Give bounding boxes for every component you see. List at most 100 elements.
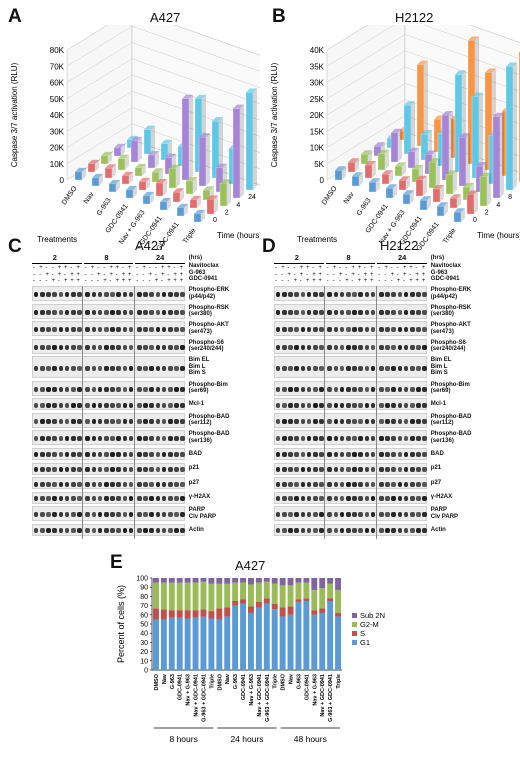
protein-band (410, 309, 415, 315)
stacked-bar-segment (255, 578, 262, 583)
bar-top (429, 158, 440, 162)
protein-band (319, 452, 324, 458)
stacked-bar-segment (240, 603, 246, 670)
protein-band (352, 292, 357, 297)
protein-band (385, 496, 390, 502)
protein-band (168, 452, 173, 458)
protein-band (313, 386, 318, 392)
bar-top (416, 175, 427, 180)
gridline (66, 91, 133, 132)
bar-top (143, 191, 154, 196)
protein-band (391, 467, 396, 472)
protein-band (174, 512, 179, 518)
stacked-bar-segment (263, 578, 270, 582)
protein-band (46, 452, 51, 458)
protein-band (116, 386, 121, 392)
protein-band (52, 452, 57, 458)
protein-band (137, 292, 142, 297)
protein-band (346, 386, 351, 392)
bar-top (404, 101, 415, 106)
protein-band (275, 292, 281, 297)
stacked-bar-segment (255, 582, 262, 602)
treatment-sign: + (115, 278, 120, 284)
protein-band (379, 452, 384, 458)
protein-band (397, 512, 403, 518)
blot-band-row (32, 286, 185, 301)
protein-band (71, 344, 76, 350)
protein-band (161, 418, 167, 424)
y-tick-label: 20K (50, 144, 65, 153)
protein-band (391, 496, 396, 502)
protein-band (174, 481, 179, 487)
protein-band (352, 418, 357, 424)
bar (121, 175, 130, 185)
protein-band (97, 436, 103, 442)
bar-side (159, 168, 163, 182)
protein-band (91, 512, 97, 518)
stacked-bar-segment (168, 582, 175, 611)
stacked-bar-segment (263, 581, 270, 599)
x-tick-label: Nav (225, 673, 231, 684)
bar (193, 213, 202, 223)
treatment-sign: - (51, 265, 54, 271)
y-tick-label: 40K (50, 111, 65, 120)
treatment-sign: - (154, 271, 157, 278)
protein-band (33, 481, 39, 487)
bar-side (411, 101, 415, 154)
protein-band (385, 512, 390, 518)
stacked-bar-segment (216, 608, 223, 620)
bar (181, 98, 190, 181)
gridline (66, 58, 133, 99)
x-tick-label: Triple (273, 674, 279, 689)
treatment-sign: - (103, 271, 106, 278)
protein-label: Actin (430, 526, 446, 533)
protein-band (370, 344, 376, 350)
protein-band (40, 418, 45, 424)
protein-band (91, 452, 97, 458)
bar (441, 114, 450, 181)
protein-band (52, 292, 57, 297)
y-tick-label: 35K (310, 62, 325, 71)
protein-band (97, 365, 103, 371)
protein-band (319, 481, 324, 487)
treatment-sign: + (179, 278, 184, 284)
treatment-sign: - (293, 265, 296, 271)
protein-band (110, 344, 115, 350)
x-tick-label: Triple (336, 674, 342, 689)
protein-label: Phospho-AKT (ser473) (188, 322, 229, 335)
x-tick-label: Nav + G-963 (186, 674, 192, 706)
bar-top (126, 185, 137, 190)
protein-band (116, 365, 121, 371)
protein-band (85, 436, 90, 442)
stacked-bar-segment (192, 617, 199, 670)
stacked-bar-segment (168, 617, 175, 670)
hrs-label: (hrs) (188, 255, 203, 261)
protein-band (46, 309, 51, 315)
protein-band (180, 309, 185, 315)
protein-band (422, 452, 427, 458)
protein-band (397, 344, 403, 350)
y-tick-label: 50K (50, 95, 65, 104)
bar-top (101, 151, 112, 156)
bar (147, 154, 156, 169)
protein-label: Phospho-Bim (ser69) (188, 381, 228, 395)
blot-band-row (274, 380, 427, 396)
protein-band (149, 344, 154, 350)
y-tick-label: 80 (140, 594, 148, 601)
protein-band (422, 292, 427, 297)
protein-band (403, 467, 409, 472)
protein-band (397, 467, 403, 472)
protein-band (339, 309, 345, 315)
stacked-bar-segment (176, 610, 183, 618)
protein-band (294, 386, 299, 392)
protein-band (313, 402, 318, 408)
bar-top (207, 195, 218, 200)
protein-band (333, 481, 339, 487)
stacked-bar-segment (200, 609, 207, 617)
stacked-bar-segment (208, 618, 215, 670)
treatment-sign: - (287, 278, 290, 284)
protein-band (300, 402, 306, 408)
bar (466, 194, 475, 215)
treatment-sign: - (148, 265, 151, 271)
protein-band (397, 292, 403, 297)
